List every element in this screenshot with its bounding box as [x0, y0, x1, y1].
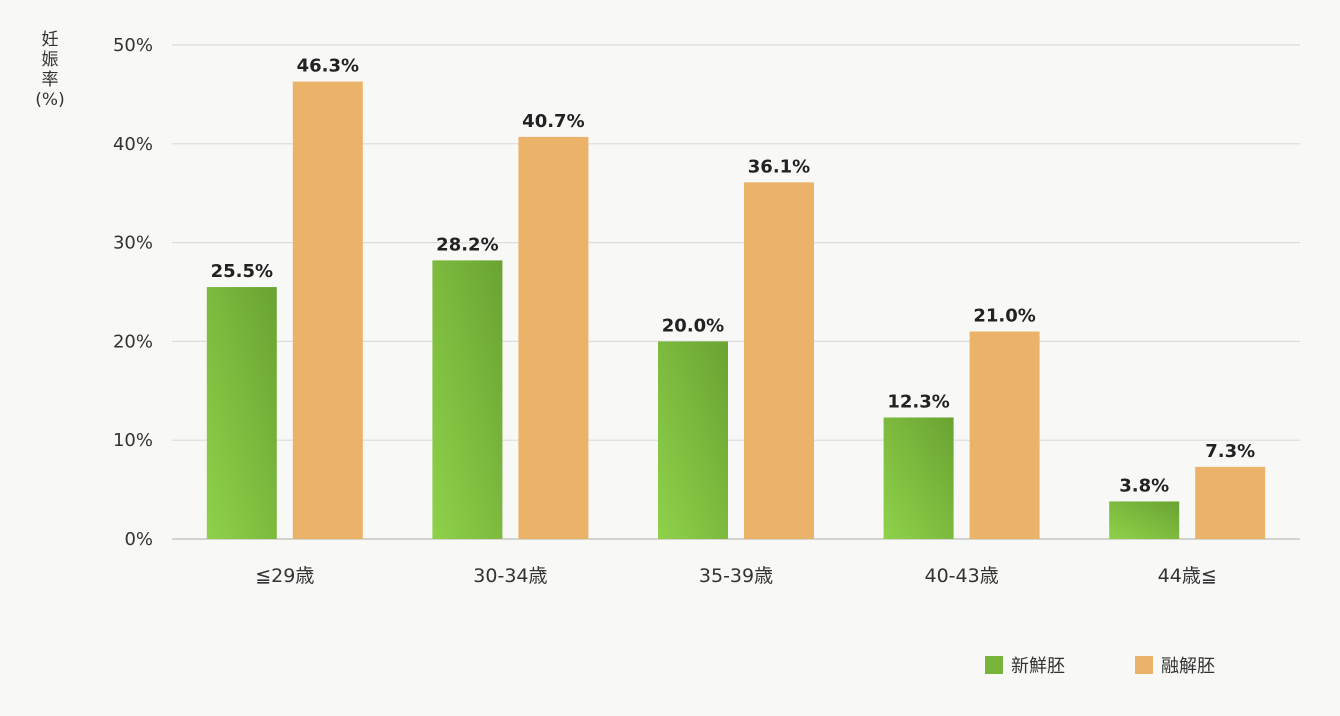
y-axis-label: 妊 娠 率 (%)	[30, 30, 70, 110]
bar-fresh	[432, 260, 503, 539]
x-tick-label: 30-34歳	[473, 565, 547, 587]
bar-thawed	[1195, 466, 1266, 539]
legend-label-fresh: 新鮮胚	[1011, 656, 1065, 677]
y-axis-label-char: 娠	[41, 50, 59, 70]
x-tick-label: 40-43歳	[924, 565, 998, 587]
data-label: 20.0%	[662, 315, 724, 336]
bar-fresh	[658, 341, 728, 539]
data-label: 3.8%	[1119, 475, 1169, 496]
legend-swatch-thawed	[1135, 656, 1153, 674]
legend-swatch-fresh	[985, 656, 1003, 674]
legend: 新鮮胚 融解胚	[985, 652, 1215, 678]
data-label: 25.5%	[211, 261, 273, 282]
bar-thawed	[292, 81, 363, 539]
bar-thawed	[969, 331, 1040, 539]
y-tick-label: 10%	[113, 430, 153, 451]
bar-thawed	[744, 182, 814, 539]
y-tick-label: 30%	[113, 233, 153, 254]
data-label: 7.3%	[1205, 441, 1255, 462]
y-tick-label: 50%	[113, 35, 153, 56]
data-label: 21.0%	[973, 306, 1035, 327]
legend-item-fresh: 新鮮胚	[985, 652, 1065, 678]
y-axis-label-char: 率	[41, 70, 59, 90]
legend-item-thawed: 融解胚	[1135, 652, 1215, 678]
x-tick-label: ≦29歳	[255, 565, 314, 587]
y-axis-label-char: 妊	[41, 30, 59, 50]
y-tick-label: 20%	[113, 331, 153, 352]
bar-fresh	[206, 287, 277, 539]
y-tick-label: 40%	[113, 134, 153, 155]
x-tick-label: 35-39歳	[699, 565, 773, 587]
y-axis-label-char: (%)	[35, 90, 65, 110]
legend-label-thawed: 融解胚	[1161, 656, 1215, 677]
bar-fresh	[1109, 501, 1180, 539]
data-label: 36.1%	[748, 156, 810, 177]
data-label: 46.3%	[297, 56, 359, 77]
data-label: 12.3%	[887, 391, 949, 412]
y-tick-label: 0%	[124, 529, 153, 550]
x-tick-label: 44歳≦	[1158, 565, 1217, 587]
bar-thawed	[518, 136, 589, 539]
bar-fresh	[883, 417, 954, 539]
data-label: 40.7%	[522, 111, 584, 132]
data-label: 28.2%	[436, 234, 498, 255]
